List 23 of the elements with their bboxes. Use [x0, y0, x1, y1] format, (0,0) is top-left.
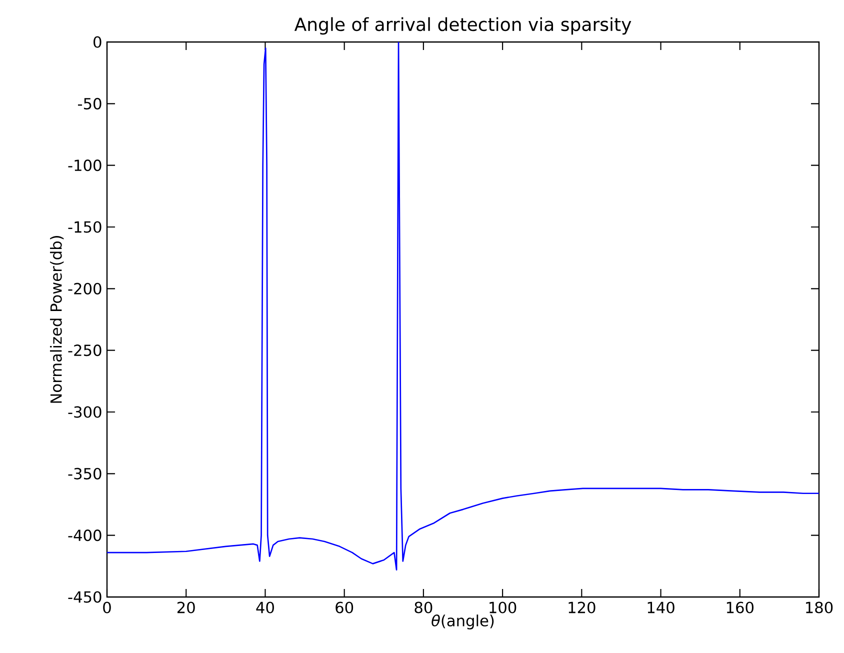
chart-title: Angle of arrival detection via sparsity: [294, 17, 632, 35]
y-tick-label: -400: [68, 530, 102, 542]
y-tick-label: -300: [68, 406, 102, 418]
x-tick-label: 160: [726, 602, 754, 614]
y-tick-label: -100: [68, 160, 102, 172]
y-tick-label: -450: [68, 591, 102, 603]
x-tick-label: 180: [806, 602, 833, 614]
y-tick-label: -150: [68, 221, 102, 233]
x-tick-label: 120: [568, 602, 596, 614]
x-tick-label: 40: [256, 602, 274, 614]
y-tick-label: -350: [68, 468, 102, 480]
y-tick-label: 0: [94, 36, 102, 48]
y-tick-label: -50: [78, 98, 102, 110]
y-tick-label: -250: [68, 344, 102, 356]
x-tick-label: 60: [336, 602, 354, 614]
y-tick-label: -200: [68, 282, 102, 294]
y-axis-title: Normalized Power(db): [50, 236, 64, 403]
x-tick-label: 100: [490, 602, 516, 614]
x-axis-title: θ(angle): [432, 614, 494, 630]
x-tick-label: 20: [177, 602, 195, 614]
x-tick-label: 0: [103, 602, 111, 614]
x-tick-label: 140: [648, 602, 674, 614]
x-tick-label: 80: [414, 602, 432, 614]
